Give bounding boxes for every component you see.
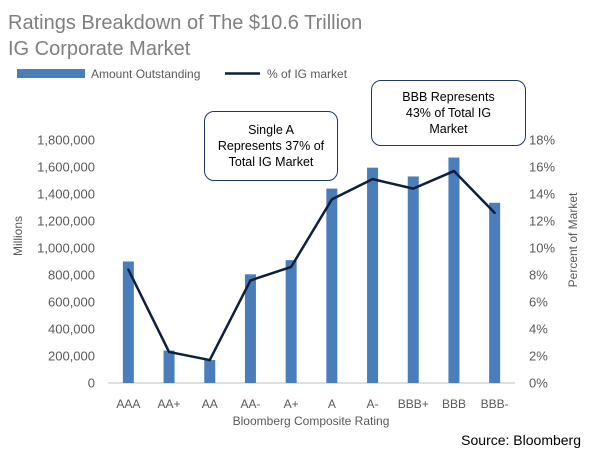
pct-market-point	[208, 358, 211, 362]
callout-single-a-line-2: Represents 37% of	[217, 139, 325, 153]
bar-aa-plus	[163, 350, 175, 383]
pct-market-point	[412, 187, 415, 190]
bar-bbb	[448, 157, 460, 383]
legend: Amount Outstanding % of IG market	[17, 67, 348, 81]
y-tick-label: 1,000,000	[37, 241, 95, 256]
y-tick-label: 1,600,000	[37, 160, 95, 175]
callout-bbb-line-3: Market	[429, 122, 468, 136]
y2-tick-label: 6%	[529, 295, 548, 310]
x-tick-label: BBB+	[398, 397, 429, 411]
callout-bbb: BBB Represents 43% of Total IG Market	[371, 80, 526, 146]
pct-market-point	[371, 177, 374, 181]
bar-a	[326, 188, 338, 383]
chart-title-line-2: IG Corporate Market	[8, 38, 191, 60]
y-axis-title: Millions	[11, 216, 25, 256]
pct-market-point	[127, 268, 130, 271]
bar-aa	[204, 360, 216, 383]
y-tick-label: 200,000	[48, 349, 95, 364]
pct-market-point	[452, 169, 456, 173]
bar-a-plus	[285, 260, 297, 383]
x-tick-label: A-	[367, 397, 379, 411]
x-tick-label: AA-	[240, 397, 260, 411]
legend-label-line: % of IG market	[267, 67, 348, 81]
x-tick-label: A+	[284, 397, 299, 411]
bar-bbb-minus	[489, 202, 501, 383]
y-tick-label: 800,000	[48, 268, 95, 283]
y2-tick-label: 12%	[529, 214, 555, 229]
x-tick-label: AA+	[158, 397, 181, 411]
source-note: Source: Bloomberg	[461, 432, 581, 448]
y2-tick-label: 8%	[529, 268, 548, 283]
x-tick-label: AA	[202, 397, 218, 411]
bar-series	[122, 157, 501, 383]
pct-market-point	[330, 198, 334, 201]
y2-tick-label: 0%	[529, 376, 548, 391]
y-tick-label: 1,200,000	[37, 214, 95, 229]
bar-a-minus	[367, 167, 379, 383]
bar-bbb-plus	[407, 176, 419, 383]
y2-axis-title: Percent of Market	[566, 192, 580, 287]
callout-single-a-line-3: Total IG Market	[228, 155, 314, 169]
legend-label-bar: Amount Outstanding	[91, 67, 200, 81]
y-tick-label: 400,000	[48, 322, 95, 337]
bar-aa-minus	[244, 274, 256, 383]
axes: 0 200,000 400,000 600,000 800,000 1,000,000 1,…	[11, 133, 580, 429]
y2-tick-label: 14%	[529, 187, 555, 202]
legend-swatch-bar	[17, 69, 85, 78]
pct-market-point	[493, 211, 496, 215]
x-tick-label: AAA	[116, 397, 140, 411]
pct-market-point	[249, 279, 252, 282]
pct-market-point	[167, 350, 171, 354]
y2-tick-label: 2%	[529, 349, 548, 364]
callout-single-a: Single A Represents 37% of Total IG Mark…	[204, 111, 338, 181]
y-tick-label: 600,000	[48, 295, 95, 310]
x-tick-label: A	[328, 397, 336, 411]
y-tick-label: 1,400,000	[37, 187, 95, 202]
pct-market-point	[289, 265, 293, 269]
bar-aaa	[122, 261, 134, 383]
pct-market-line	[127, 169, 496, 362]
x-axis-title: Bloomberg Composite Rating	[233, 414, 390, 428]
y2-tick-label: 16%	[529, 160, 555, 175]
chart-title-line-1: Ratings Breakdown of The $10.6 Trillion	[8, 12, 363, 34]
y-tick-label: 0	[88, 376, 95, 391]
line-series	[127, 169, 496, 362]
y2-tick-label: 18%	[529, 133, 555, 148]
x-tick-label: BBB-	[481, 397, 509, 411]
callout-single-a-line-1: Single A	[248, 123, 294, 137]
y2-tick-label: 4%	[529, 322, 548, 337]
callout-bbb-line-1: BBB Represents	[402, 90, 495, 104]
callout-bbb-line-2: 43% of Total IG	[405, 106, 492, 120]
x-tick-label: BBB	[442, 397, 466, 411]
y-tick-label: 1,800,000	[37, 133, 95, 148]
chart-title: Ratings Breakdown of The $10.6 Trillion …	[8, 10, 408, 62]
y2-tick-label: 10%	[529, 241, 555, 256]
